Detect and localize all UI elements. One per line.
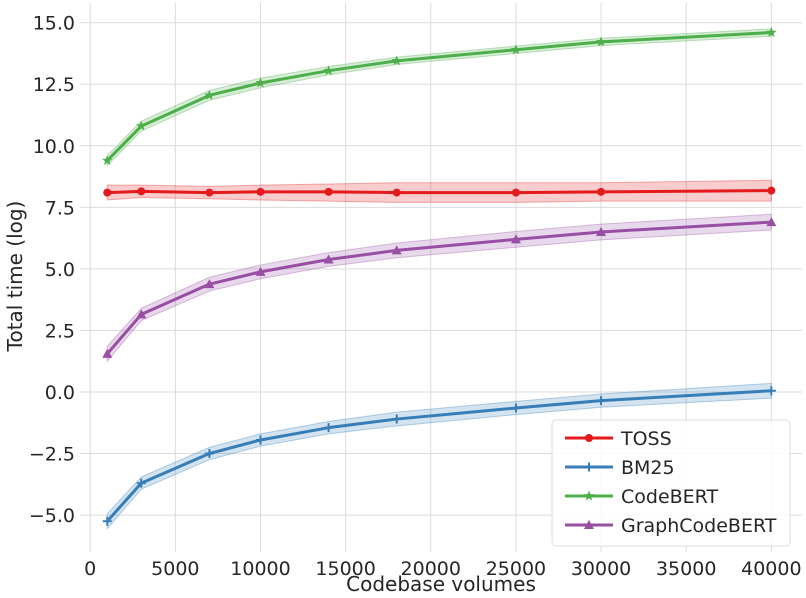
x-tick-label: 35000 [656, 558, 716, 580]
y-tick-label: 7.5 [45, 197, 75, 219]
codebert-point [766, 27, 777, 37]
graphcodebert-point [391, 245, 402, 255]
codebert-point [204, 89, 215, 100]
y-tick-label: −2.5 [29, 444, 75, 466]
bm25-point [766, 386, 776, 396]
toss-point [256, 187, 265, 196]
legend-marker-graphcodebert [584, 520, 594, 529]
legend-label-bm25: BM25 [621, 457, 675, 479]
bm25-point [136, 478, 146, 488]
bm25-point [596, 396, 606, 406]
y-tick-label: 10.0 [33, 136, 75, 158]
codebert-point [595, 36, 607, 47]
x-tick-label: 0 [84, 558, 96, 580]
legend-label-codebert: CodeBERT [621, 486, 719, 508]
codebert-point [102, 155, 113, 166]
toss-point [324, 187, 333, 196]
toss-point [103, 188, 112, 197]
bm25-point [256, 435, 265, 445]
codebert-point [323, 65, 334, 76]
codebert-point [255, 77, 266, 88]
graphcodebert-point [255, 266, 266, 276]
toss-point [767, 186, 776, 195]
legend-marker-codebert [583, 490, 595, 501]
toss-point [511, 188, 520, 197]
y-tick-label: −5.0 [29, 505, 75, 527]
legend-marker-bm25 [584, 462, 594, 472]
graphcodebert-point [204, 279, 215, 289]
x-tick-labels: 0 5000 10000 15000 20000 25000 30000 35000 40000 [84, 558, 801, 580]
toss-point [205, 188, 214, 197]
legend-marker-toss [585, 434, 593, 442]
y-tick-labels: −5.0 −2.5 0.0 2.5 5.0 7.5 10.0 12.5 15.0 [29, 13, 75, 527]
codebert-point [510, 44, 522, 55]
x-tick-label: 40000 [741, 558, 801, 580]
toss-point [597, 187, 606, 196]
x-tick-label: 15000 [315, 558, 375, 580]
x-tick-label: 30000 [571, 558, 631, 580]
legend-label-toss: TOSS [620, 428, 672, 450]
legend: TOSS BM25 CodeBERT GraphCodeBERT [551, 419, 791, 547]
graphcodebert-point [510, 234, 521, 244]
toss-point [137, 187, 146, 196]
legend-frame [551, 419, 791, 547]
x-tick-label: 20000 [401, 558, 461, 580]
bm25-point [204, 449, 214, 459]
graphcodebert-point [596, 226, 607, 236]
y-tick-label: 5.0 [45, 259, 75, 281]
codebert-point [391, 55, 402, 66]
graphcodebert-band [106, 213, 772, 363]
codebert-point [136, 120, 147, 131]
bm25-point [102, 516, 112, 526]
y-axis-label: Total time (log) [3, 201, 27, 353]
x-axis-label: Codebase volumes [346, 572, 536, 596]
x-tick-label: 5000 [151, 558, 199, 580]
x-tick-label: 25000 [486, 558, 546, 580]
toss-point [392, 188, 401, 197]
y-tick-label: 2.5 [45, 320, 75, 342]
graphcodebert-point [136, 309, 147, 319]
y-tick-label: 0.0 [45, 382, 75, 404]
bm25-band [106, 382, 772, 530]
y-tick-label: 15.0 [33, 13, 75, 35]
y-tick-label: 12.5 [33, 74, 75, 96]
bm25-point [511, 403, 521, 413]
graphcodebert-point [323, 254, 334, 264]
legend-label-graphcodebert: GraphCodeBERT [621, 515, 777, 537]
bm25-point [324, 423, 334, 433]
graphcodebert-point [766, 217, 777, 227]
series-markers [102, 27, 777, 526]
x-tick-label: 10000 [230, 558, 290, 580]
bm25-point [392, 414, 402, 424]
graphcodebert-point [102, 348, 113, 358]
